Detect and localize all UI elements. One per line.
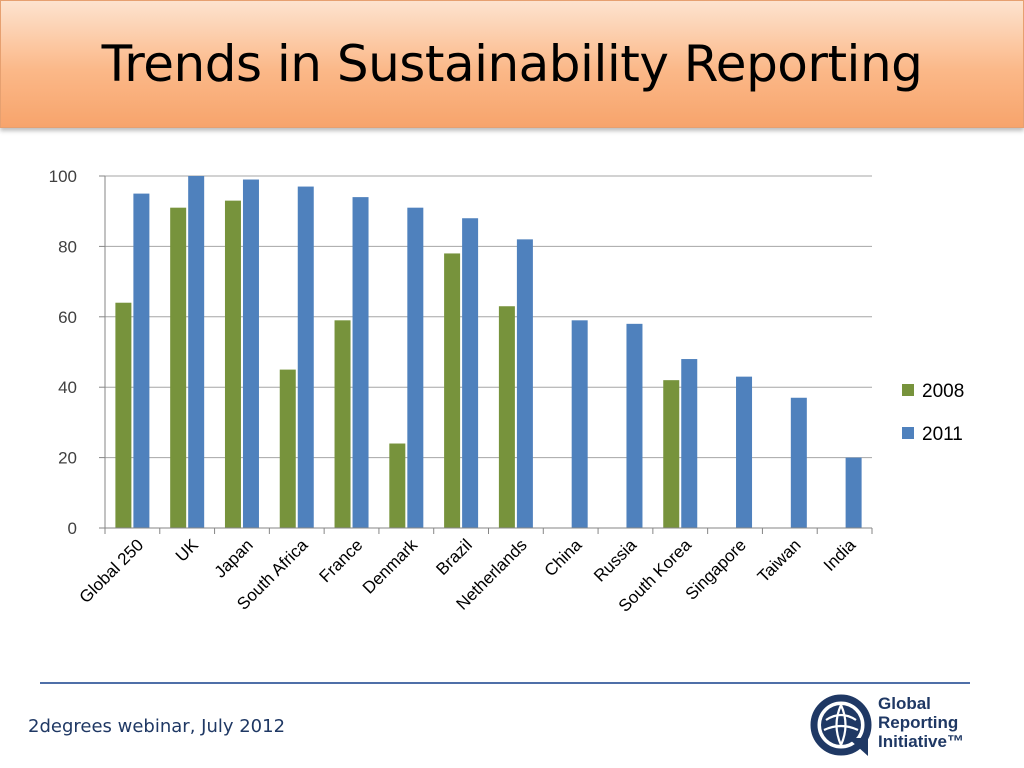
logo-line: Initiative™ — [878, 732, 964, 751]
bar-2011 — [242, 179, 259, 528]
logo-line: Global — [878, 694, 931, 713]
footer-divider — [40, 682, 970, 684]
bar-2008 — [170, 207, 187, 528]
globe-arrow-icon — [810, 694, 872, 756]
gri-logo: Global Reporting Initiative™ — [808, 690, 983, 760]
legend-label: 2011 — [922, 424, 963, 445]
bar-2008 — [663, 380, 680, 528]
bar-2011 — [516, 239, 533, 529]
x-tick-label: France — [316, 535, 367, 586]
x-tick-label: Japan — [211, 535, 257, 581]
legend-label: 2008 — [922, 381, 964, 402]
legend-swatch-2008 — [902, 384, 914, 396]
bar-2008 — [498, 306, 515, 528]
y-tick-label: 40 — [58, 378, 77, 397]
y-tick-label: 60 — [58, 308, 77, 327]
legend-swatch-2011 — [902, 427, 914, 439]
bar-2011 — [133, 193, 150, 528]
bar-2008 — [389, 443, 406, 528]
x-tick-label: Denmark — [359, 535, 422, 598]
bar-2008 — [115, 302, 132, 528]
x-tick-label: Taiwan — [754, 535, 805, 586]
x-tick-label: Russia — [590, 535, 641, 586]
bar-2011 — [845, 457, 862, 528]
bar-2011 — [462, 218, 479, 529]
bar-2008 — [444, 253, 461, 528]
x-tick-label: UK — [172, 535, 203, 566]
y-tick-label: 20 — [58, 449, 77, 468]
bar-2011 — [790, 397, 807, 528]
logo-text: Global Reporting Initiative™ — [878, 694, 964, 751]
x-tick-label: Global 250 — [76, 535, 148, 607]
bar-2008 — [334, 320, 351, 528]
page-title: Trends in Sustainability Reporting — [101, 35, 923, 93]
bar-2011 — [571, 320, 588, 528]
bar-2011 — [736, 376, 753, 528]
bar-2011 — [681, 359, 698, 528]
bar-2011 — [297, 186, 314, 528]
bar-2008 — [224, 200, 241, 528]
bar-2011 — [407, 207, 424, 528]
logo-line: Reporting — [878, 713, 959, 732]
x-tick-label: China — [541, 535, 586, 580]
bar-2011 — [352, 197, 369, 528]
y-tick-label: 0 — [68, 519, 77, 538]
y-tick-label: 100 — [49, 167, 77, 186]
x-tick-label: India — [820, 535, 860, 575]
bar-2011 — [188, 176, 205, 528]
bar-2008 — [279, 369, 296, 528]
y-tick-label: 80 — [58, 237, 77, 256]
x-tick-label: Brazil — [432, 535, 475, 578]
footer-text: 2degrees webinar, July 2012 — [28, 716, 286, 737]
title-bar: Trends in Sustainability Reporting — [0, 0, 1024, 128]
bar-2011 — [626, 323, 643, 528]
